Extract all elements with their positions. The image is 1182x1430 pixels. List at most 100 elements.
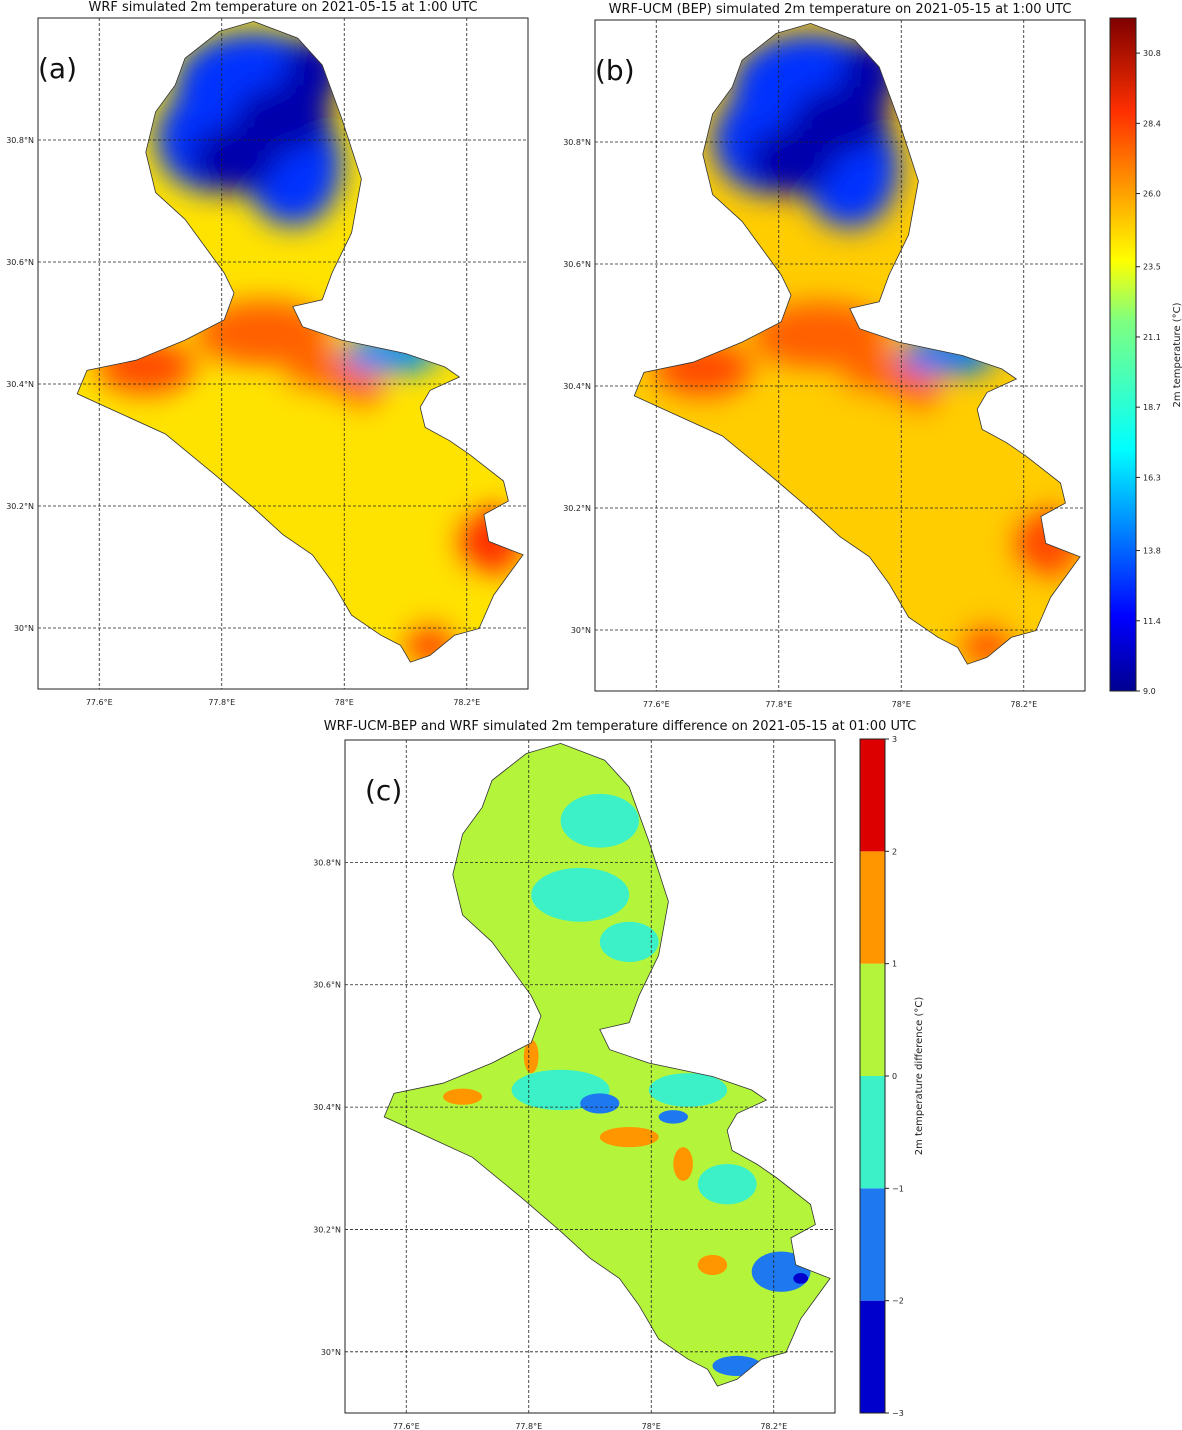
x-tick-label: 78°E — [892, 700, 911, 709]
x-tick-label: 77.8°E — [765, 700, 792, 709]
y-tick-label: 30.4°N — [563, 382, 591, 391]
heatmap-region — [879, 442, 1017, 564]
colorbar-tick-label: 13.8 — [1143, 547, 1161, 556]
axes-frame — [594, 19, 1086, 692]
contour-region — [712, 1355, 762, 1376]
colorbar-tick-label: 16.3 — [1143, 473, 1161, 482]
colorbar-temperature: 9.011.413.816.318.721.123.526.028.430.8 … — [1109, 17, 1182, 696]
colorbar-difference-band — [860, 1300, 885, 1413]
heatmap-region — [189, 125, 279, 193]
axes-frame — [344, 739, 836, 1414]
heatmap-region — [653, 342, 752, 396]
colorbar-tick-label: 28.4 — [1143, 119, 1161, 128]
contour-region — [599, 921, 659, 963]
colorbar-difference-label: 2m temperature difference (°C) — [914, 997, 925, 1156]
heatmap-region — [194, 387, 372, 481]
colorbar-difference-band — [860, 739, 885, 852]
colorbar-tick-label: 3 — [892, 735, 897, 744]
contour-region — [673, 1147, 693, 1181]
x-tick-label: 78°E — [642, 1422, 661, 1430]
heatmap-region — [898, 335, 997, 376]
region-outline — [633, 22, 1081, 665]
colorbar-tick-label: −3 — [892, 1409, 904, 1418]
y-tick-label: 30.6°N — [563, 260, 591, 269]
colorbar-tick-label: 0 — [892, 1072, 897, 1081]
heatmap-region — [751, 389, 929, 483]
colorbar-difference-band — [860, 851, 885, 964]
colorbar-tick-label: 9.0 — [1143, 687, 1156, 696]
heatmap-region — [96, 340, 195, 394]
y-tick-label: 30.8°N — [313, 858, 341, 867]
panel-title: WRF-UCM (BEP) simulated 2m temperature o… — [609, 2, 1072, 17]
heatmap-region — [746, 127, 836, 195]
panel-b: 77.6°E 77.8°E 78°E 78.2°E 30°N 30.2°N 30.4°N 30… — [563, 2, 1086, 709]
heatmap-region — [390, 554, 470, 622]
x-tick-label: 77.8°E — [208, 698, 235, 707]
y-tick-label: 30°N — [14, 624, 34, 633]
x-tick-label: 77.6°E — [393, 1422, 420, 1430]
x-tick-label: 78°E — [335, 698, 354, 707]
y-tick-label: 30.2°N — [563, 504, 591, 513]
contour-region — [560, 793, 639, 848]
y-tick-label: 30.8°N — [563, 138, 591, 147]
y-tick-label: 30°N — [571, 626, 591, 635]
y-tick-label: 30.2°N — [6, 502, 34, 511]
colorbar-difference-band — [860, 1188, 885, 1301]
colorbar-tick-label: 1 — [892, 960, 897, 969]
y-tick-label: 30.8°N — [6, 136, 34, 145]
colorbar-tick-label: −1 — [892, 1184, 904, 1193]
contour-region — [658, 1110, 688, 1124]
contour-region — [697, 1254, 728, 1276]
x-tick-label: 77.6°E — [86, 698, 113, 707]
contour-region — [648, 1073, 728, 1107]
x-tick-label: 78.2°E — [453, 698, 480, 707]
contour-region — [697, 1163, 757, 1205]
colorbar-tick-label: 21.1 — [1143, 333, 1161, 342]
x-tick-label: 78.2°E — [1010, 700, 1037, 709]
panel-title: WRF simulated 2m temperature on 2021-05-… — [88, 0, 477, 15]
contour-region — [751, 1251, 811, 1292]
y-tick-label: 30.6°N — [313, 981, 341, 990]
colorbar-tick-label: 30.8 — [1143, 49, 1161, 58]
colorbar-difference-band — [860, 1076, 885, 1189]
panel-label: (c) — [365, 774, 402, 807]
panel-title: WRF-UCM-BEP and WRF simulated 2m tempera… — [324, 719, 917, 734]
heatmap-field — [77, 21, 524, 663]
heatmap-field — [634, 23, 1081, 665]
y-tick-label: 30.2°N — [313, 1225, 341, 1234]
heatmap-region — [947, 556, 1027, 624]
panel-label: (a) — [38, 52, 77, 85]
colorbar-temperature-label: 2m temperature (°C) — [1172, 302, 1182, 407]
colorbar-tick-label: 11.4 — [1143, 617, 1161, 626]
x-tick-label: 77.6°E — [643, 700, 670, 709]
contour-region — [523, 1039, 539, 1074]
contour-region — [580, 1093, 620, 1114]
y-tick-label: 30.6°N — [6, 258, 34, 267]
x-tick-label: 77.8°E — [515, 1422, 542, 1430]
contour-region — [793, 1273, 809, 1284]
colorbar-tick-label: 18.7 — [1143, 403, 1161, 412]
contour-base — [384, 743, 831, 1387]
y-tick-label: 30.4°N — [6, 380, 34, 389]
colorbar-difference: −3 −2 −1 0 1 2 3 2m temperature difference (°C… — [859, 735, 925, 1418]
colorbar-temperature-bar — [1109, 17, 1137, 692]
heatmap-region — [341, 333, 440, 374]
colorbar-tick-label: 23.5 — [1143, 263, 1161, 272]
heatmap-region — [322, 440, 460, 562]
panel-label: (b) — [595, 54, 635, 87]
contour-field — [384, 743, 831, 1387]
contour-region — [531, 867, 630, 922]
colorbar-difference-band — [860, 963, 885, 1076]
panel-c: 77.6°E 77.8°E 78°E 78.2°E30°N30.2°N30.4°N30… — [313, 719, 916, 1430]
colorbar-tick-label: 2 — [892, 847, 897, 856]
x-tick-label: 78.2°E — [760, 1422, 787, 1430]
colorbar-tick-label: 26.0 — [1143, 190, 1161, 199]
y-tick-label: 30.4°N — [313, 1103, 341, 1112]
y-tick-label: 30°N — [321, 1348, 341, 1357]
panel-a: 77.6°E 77.8°E 78°E 78.2°E 30°N 30.2°N 30.4°N 30… — [6, 0, 529, 707]
colorbar-tick-label: −2 — [892, 1297, 904, 1306]
axes-frame — [37, 17, 529, 690]
region-outline — [76, 20, 524, 663]
contour-region — [443, 1088, 483, 1105]
